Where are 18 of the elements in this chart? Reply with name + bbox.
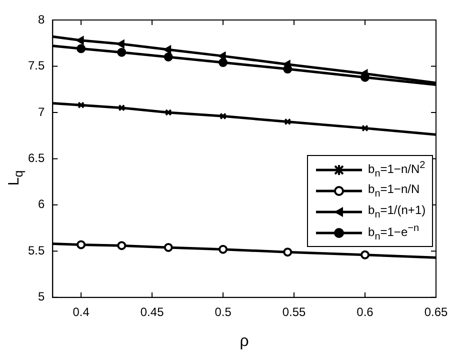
y-tick-label: 5.5 <box>28 243 45 258</box>
legend-label: b$_{n}$=1−n/N <box>368 182 420 200</box>
y-tick-label: 7.5 <box>28 58 45 73</box>
y-tick-label: 7 <box>38 104 45 119</box>
y-tick-label: 8 <box>38 12 45 26</box>
legend-label: b$_{n}$=1−n/N$^{2}$ <box>368 160 426 180</box>
y-tick-label: 5 <box>38 290 45 304</box>
x-tick-label: 0.55 <box>282 304 306 319</box>
x-axis-title: ρ <box>240 332 249 350</box>
x-tick-label: 0.45 <box>140 304 164 319</box>
x-tick-label: 0.5 <box>214 304 232 319</box>
y-tick-label: 6.5 <box>28 151 45 166</box>
y-tick-label: 6 <box>38 197 45 212</box>
legend-label: b$_{n}$=1−e$^{−n}$ <box>368 222 420 242</box>
legend-label: b$_{n}$=1/(n+1) <box>368 202 426 220</box>
x-tick-label: 0.6 <box>356 304 374 319</box>
x-tick-label: 0.4 <box>72 304 90 319</box>
x-tick-label: 0.65 <box>424 304 448 319</box>
